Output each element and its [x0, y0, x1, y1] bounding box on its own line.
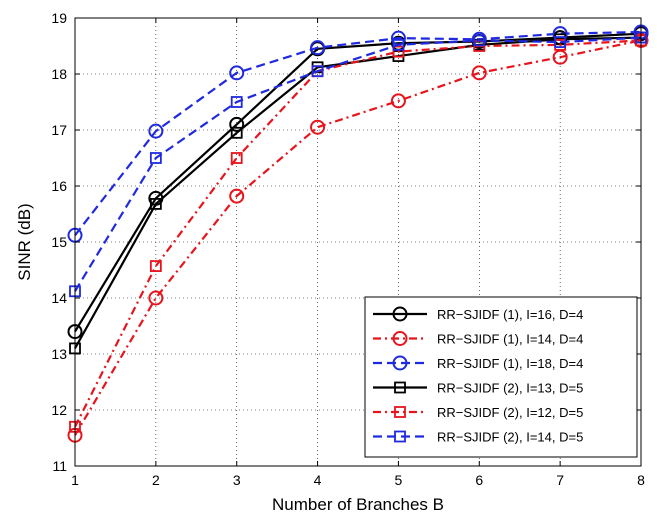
- series-line: [74, 30, 642, 236]
- legend-label: RR−SJIDF (1), I=16, D=4: [437, 307, 583, 322]
- data-point: [310, 119, 326, 135]
- legend-marker: [394, 406, 406, 418]
- legend-label: RR−SJIDF (2), I=12, D=5: [437, 405, 583, 420]
- series-layer: [67, 24, 649, 443]
- series-6: [69, 31, 647, 298]
- data-point: [473, 34, 486, 47]
- x-tick-label: 4: [314, 472, 322, 488]
- data-point: [149, 260, 162, 272]
- legend-marker: [394, 430, 406, 443]
- data-point: [471, 65, 487, 81]
- series-line: [74, 39, 642, 436]
- legend: RR−SJIDF (1), I=16, D=4 RR−SJIDF (1), I=1…: [364, 296, 638, 458]
- data-point: [148, 123, 164, 139]
- data-point: [148, 290, 164, 306]
- x-tick-label: 1: [71, 472, 79, 488]
- legend-marker: [392, 306, 408, 322]
- series-line: [74, 32, 642, 333]
- y-tick-label: 18: [51, 66, 67, 82]
- legend-item: RR−SJIDF (2), I=13, D=5: [373, 381, 583, 396]
- data-point: [390, 93, 406, 109]
- x-axis-title: Number of Branches B: [272, 495, 444, 514]
- data-point: [230, 96, 243, 108]
- legend-item: RR−SJIDF (2), I=14, D=5: [373, 430, 583, 445]
- legend-marker: [392, 355, 408, 371]
- y-tick-label: 12: [51, 402, 67, 418]
- data-point: [149, 198, 162, 210]
- x-tick-label: 6: [475, 472, 483, 488]
- legend-item: RR−SJIDF (1), I=16, D=4: [373, 306, 583, 322]
- y-tick-label: 16: [51, 178, 67, 194]
- x-tick-label: 7: [556, 472, 564, 488]
- data-point: [392, 45, 405, 58]
- legend-label: RR−SJIDF (2), I=13, D=5: [437, 381, 583, 396]
- data-point: [554, 36, 567, 48]
- legend-item: RR−SJIDF (2), I=12, D=5: [373, 405, 583, 420]
- legend-label: RR−SJIDF (1), I=14, D=4: [437, 332, 583, 347]
- data-point: [149, 152, 162, 164]
- legend-box: [364, 296, 638, 458]
- y-tick-label: 13: [51, 346, 67, 362]
- data-point: [229, 65, 245, 81]
- data-point: [310, 40, 326, 56]
- legend-item: RR−SJIDF (1), I=14, D=4: [373, 331, 583, 347]
- x-tick-label: 5: [395, 472, 403, 488]
- series-line: [74, 39, 642, 428]
- y-tick-label: 14: [51, 290, 67, 306]
- series-line: [74, 36, 642, 292]
- legend-marker: [392, 331, 408, 346]
- y-tick-label: 17: [51, 122, 67, 138]
- x-tick-label: 3: [233, 472, 241, 488]
- x-tick-label: 2: [152, 472, 160, 488]
- x-tick-label: 8: [637, 472, 645, 488]
- data-point: [392, 38, 405, 51]
- data-point: [311, 65, 324, 78]
- legend-label: RR−SJIDF (2), I=14, D=5: [437, 430, 583, 445]
- data-point: [229, 116, 245, 132]
- legend-marker: [394, 381, 406, 394]
- y-axis-title: SINR (dB): [15, 203, 34, 280]
- y-tick-label: 19: [51, 10, 67, 26]
- data-point: [230, 126, 243, 139]
- data-point: [229, 188, 245, 204]
- legend-label: RR−SJIDF (1), I=18, D=4: [437, 356, 583, 371]
- y-tick-label: 15: [51, 234, 67, 250]
- data-point: [230, 152, 243, 164]
- legend-item: RR−SJIDF (1), I=18, D=4: [373, 355, 583, 371]
- y-tick-label: 11: [52, 458, 67, 474]
